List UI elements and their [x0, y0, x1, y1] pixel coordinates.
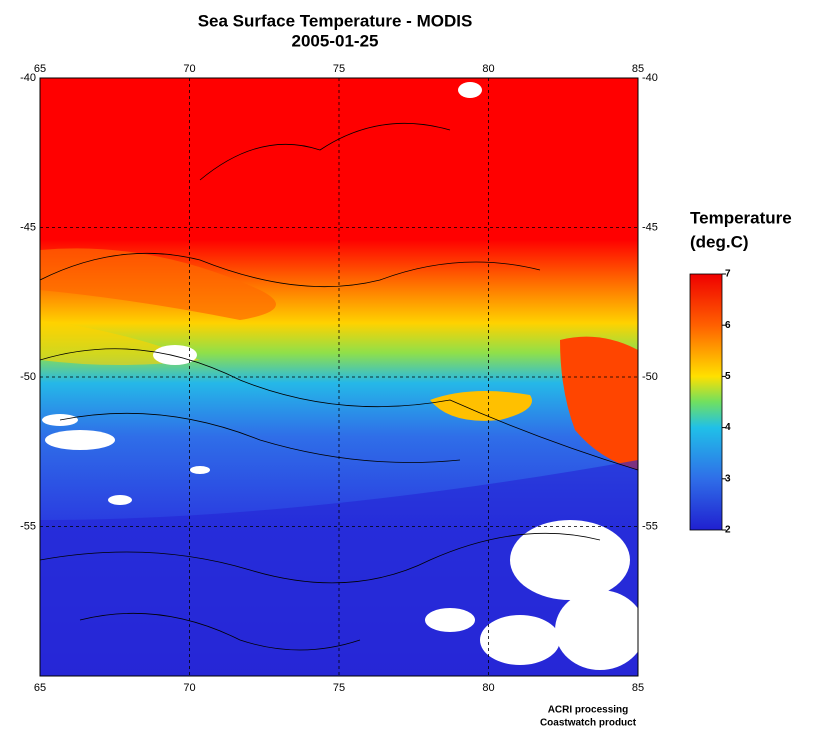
- x-tick-label: 65: [34, 682, 46, 694]
- x-tick-label: 75: [333, 682, 345, 694]
- credit: ACRI processing: [548, 705, 629, 716]
- colorbar-tick-label: 6: [725, 320, 731, 331]
- colorbar-title: (deg.C): [690, 232, 749, 251]
- y-tick-label: -40: [642, 72, 658, 84]
- x-tick-label: 80: [482, 63, 494, 75]
- y-tick-label: -45: [20, 221, 36, 233]
- colorbar-tick-label: 5: [725, 371, 731, 382]
- colorbar-tick-label: 3: [725, 473, 731, 484]
- y-tick-label: -55: [20, 520, 36, 532]
- x-tick-label: 80: [482, 682, 494, 694]
- y-tick-label: -55: [642, 520, 658, 532]
- x-tick-label: 85: [632, 63, 644, 75]
- y-tick-label: -50: [20, 371, 36, 383]
- y-tick-label: -40: [20, 72, 36, 84]
- colorbar-tick-label: 7: [725, 269, 731, 280]
- credit: Coastwatch product: [540, 718, 637, 729]
- x-tick-label: 85: [632, 682, 644, 694]
- x-tick-label: 65: [34, 63, 46, 75]
- colorbar-tick-label: 4: [725, 422, 731, 433]
- colorbar-title: Temperature: [690, 208, 792, 227]
- colorbar: [689, 273, 723, 531]
- colorbar-tick-label: 2: [725, 525, 731, 536]
- x-tick-label: 70: [183, 63, 195, 75]
- title: Sea Surface Temperature - MODIS: [198, 11, 473, 30]
- x-tick-label: 70: [183, 682, 195, 694]
- x-tick-label: 75: [333, 63, 345, 75]
- subtitle: 2005-01-25: [292, 31, 379, 50]
- y-tick-label: -50: [642, 371, 658, 383]
- y-tick-label: -45: [642, 221, 658, 233]
